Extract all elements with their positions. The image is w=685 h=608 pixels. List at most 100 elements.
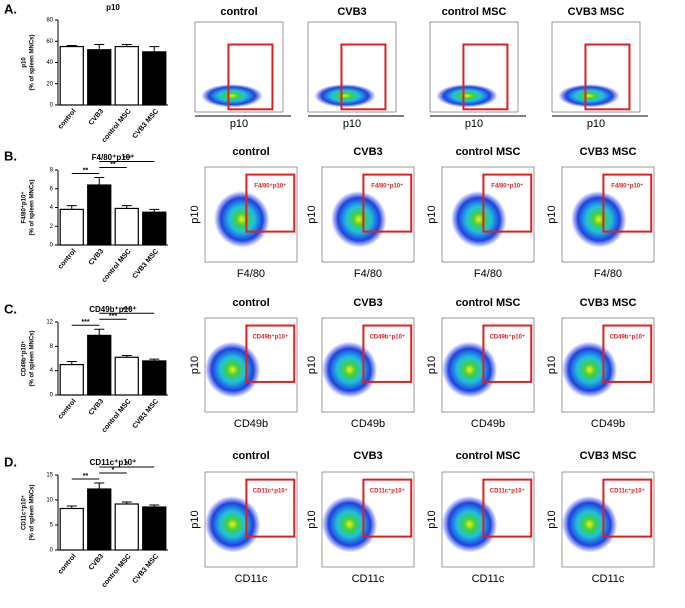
y-axis-label: p10 <box>306 356 318 374</box>
x-tick-label: control MSC <box>101 398 133 434</box>
plot-title: control MSC <box>456 297 521 309</box>
x-axis-label: CD49b <box>591 418 625 430</box>
y-tick-label: 4 <box>50 205 54 211</box>
gate-label: CD49b⁺p10⁺ <box>252 333 288 340</box>
x-tick-label: control <box>57 108 78 131</box>
gate-label: CD11c⁺p10⁺ <box>610 488 645 495</box>
x-axis-label: CD49b <box>234 418 268 430</box>
y-tick-label: 0 <box>50 548 54 554</box>
x-axis-label: CD49b <box>471 418 505 430</box>
error-bar <box>149 46 160 52</box>
x-axis-label: F4/80 <box>354 268 382 280</box>
error-bar <box>149 504 160 507</box>
bar <box>142 360 167 396</box>
y-axis-label: p10 <box>546 510 558 528</box>
y-axis-label: p10 <box>189 356 201 374</box>
x-tick-label: CVB3 MSC <box>132 108 161 140</box>
error-bar <box>94 43 105 50</box>
y-axis-label: p10 <box>22 57 28 68</box>
x-axis-label: F4/80 <box>474 268 502 280</box>
y-axis-label: F4/80⁺p10⁺ <box>21 191 28 223</box>
x-axis-label: p10 <box>343 118 361 130</box>
x-tick-label: control MSC <box>101 248 133 284</box>
x-tick-label: control <box>57 553 78 576</box>
gate <box>482 173 533 233</box>
y-tick-label: 0 <box>50 103 54 109</box>
y-axis-label: p10 <box>306 510 318 528</box>
panel-label: D. <box>4 454 17 469</box>
significance-label: ** <box>110 161 116 168</box>
x-tick-label: CVB3 MSC <box>132 248 161 280</box>
y-axis-label: p10 <box>426 510 438 528</box>
gate <box>362 324 413 383</box>
bar <box>87 488 112 551</box>
x-axis-label: CD11c <box>235 573 268 585</box>
gate-label: CD49b⁺p10⁺ <box>609 333 645 340</box>
y-tick-label: 10 <box>46 498 53 504</box>
significance-label: *** <box>123 155 131 162</box>
gate-label: CD11c⁺p10⁺ <box>490 488 525 495</box>
error-bar <box>121 501 132 504</box>
gate-label: F4/80⁺p10⁺ <box>611 183 643 190</box>
bar <box>142 211 167 246</box>
error-bar <box>66 45 77 47</box>
gate <box>602 324 653 383</box>
panel-label: A. <box>4 1 17 16</box>
x-axis-label: p10 <box>587 118 605 130</box>
bar <box>114 45 139 106</box>
y-tick-label: 40 <box>46 60 53 66</box>
significance-label: *** <box>109 313 117 320</box>
density <box>314 84 376 108</box>
y-axis-label: p10 <box>306 205 318 223</box>
x-tick-label: CVB3 MSC <box>132 398 161 430</box>
gate <box>245 478 296 538</box>
bar <box>59 208 84 246</box>
y-tick-label: 0 <box>50 393 54 399</box>
x-axis-label: F4/80 <box>237 268 265 280</box>
bar <box>87 49 112 106</box>
gate <box>602 478 653 538</box>
x-tick-label: control MSC <box>101 108 133 144</box>
y-axis-label: p10 <box>189 205 201 223</box>
panel-label: C. <box>4 301 17 316</box>
density <box>571 190 627 248</box>
y-axis-label: CD49b⁺p10⁺ <box>21 341 28 377</box>
x-tick-label: CVB3 MSC <box>132 553 161 585</box>
y-axis-label: p10 <box>426 356 438 374</box>
y-tick-label: 6 <box>50 186 54 192</box>
x-axis-label: p10 <box>465 118 483 130</box>
gate <box>482 478 533 538</box>
x-axis-label: CD11c <box>472 573 505 585</box>
gate-label: F4/80⁺p10⁺ <box>491 183 523 190</box>
y-axis-label: p10 <box>426 205 438 223</box>
gate-label: F4/80⁺p10⁺ <box>254 183 286 190</box>
bar <box>114 356 139 396</box>
x-axis-label: F4/80 <box>594 268 622 280</box>
y-tick-label: 60 <box>46 39 53 45</box>
density <box>331 190 387 248</box>
gate-label: F4/80⁺p10⁺ <box>371 183 403 190</box>
y-tick-label: 80 <box>46 18 53 24</box>
gate <box>245 324 296 383</box>
plot-title: control MSC <box>442 6 507 18</box>
bar <box>59 45 84 106</box>
gate-label: CD49b⁺p10⁺ <box>489 333 525 340</box>
error-bar <box>121 43 132 47</box>
gate <box>227 43 274 111</box>
gate <box>362 173 413 233</box>
bar <box>114 207 139 246</box>
chart-title: F4/80⁺p10⁺ <box>92 153 135 162</box>
chart-title: CD49b⁺p10⁺ <box>89 305 137 314</box>
significance-label: * <box>125 461 128 468</box>
y-tick-label: 15 <box>46 473 53 479</box>
y-tick-label: 2 <box>50 224 54 230</box>
x-axis-label: CD11c <box>592 573 625 585</box>
plot-title: CVB3 <box>353 146 382 158</box>
error-bar <box>94 328 105 336</box>
y-axis-label: (% of spleen MNCs) <box>30 179 36 235</box>
plot-title: CVB3 MSC <box>580 297 637 309</box>
bar <box>59 507 84 551</box>
plot-title: control MSC <box>456 450 521 462</box>
gate <box>482 324 533 383</box>
y-tick-label: 0 <box>50 243 54 249</box>
